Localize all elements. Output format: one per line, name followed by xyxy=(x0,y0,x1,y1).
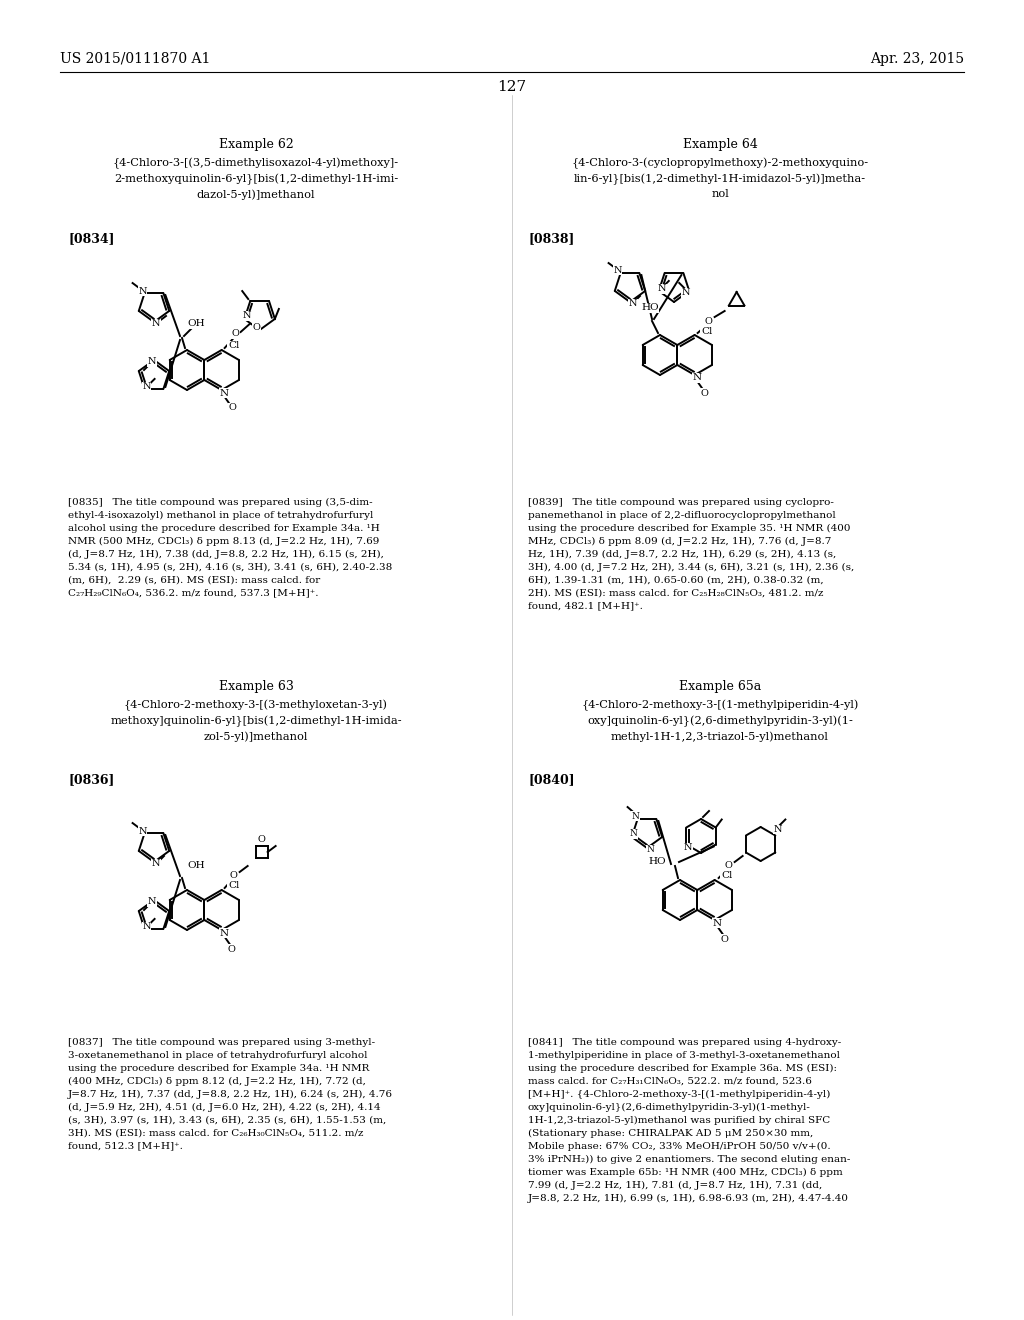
Text: N: N xyxy=(152,319,160,329)
Text: Cl: Cl xyxy=(701,326,713,335)
Text: N: N xyxy=(629,300,637,309)
Text: {4-Chloro-3-[(3,5-dimethylisoxazol-4-yl)methoxy]-
2-methoxyquinolin-6-yl}[bis(1,: {4-Chloro-3-[(3,5-dimethylisoxazol-4-yl)… xyxy=(113,158,399,199)
Text: O: O xyxy=(705,317,713,326)
Text: N: N xyxy=(684,843,692,851)
Text: N: N xyxy=(147,358,157,367)
Text: O: O xyxy=(231,330,240,338)
Text: {4-Chloro-2-methoxy-3-[(1-methylpiperidin-4-yl)
oxy]quinolin-6-yl}(2,6-dimethylp: {4-Chloro-2-methoxy-3-[(1-methylpiperidi… xyxy=(582,700,859,742)
Text: O: O xyxy=(228,404,237,412)
Text: [0837]   The title compound was prepared using 3-methyl-
3-oxetanemethanol in pl: [0837] The title compound was prepared u… xyxy=(68,1038,393,1151)
Text: [0836]: [0836] xyxy=(68,774,115,785)
Text: N: N xyxy=(630,829,638,838)
Text: [0835]   The title compound was prepared using (3,5-dim-
ethyl-4-isoxazolyl) met: [0835] The title compound was prepared u… xyxy=(68,498,392,598)
Text: O: O xyxy=(721,935,729,944)
Text: N: N xyxy=(242,312,251,321)
Text: Example 62: Example 62 xyxy=(219,139,293,150)
Text: N: N xyxy=(632,812,640,821)
Text: N: N xyxy=(712,919,721,928)
Text: [0840]: [0840] xyxy=(528,774,574,785)
Text: N: N xyxy=(613,265,622,275)
Text: N: N xyxy=(138,826,146,836)
Text: Cl: Cl xyxy=(228,342,240,351)
Text: US 2015/0111870 A1: US 2015/0111870 A1 xyxy=(60,51,210,66)
Text: N: N xyxy=(692,374,701,383)
Text: HO: HO xyxy=(648,858,666,866)
Text: Example 65a: Example 65a xyxy=(679,680,761,693)
Text: O: O xyxy=(700,388,709,397)
Text: N: N xyxy=(152,859,160,869)
Text: O: O xyxy=(253,323,260,333)
Text: N: N xyxy=(142,923,151,932)
Text: [0838]: [0838] xyxy=(528,232,574,246)
Text: {4-Chloro-3-(cyclopropylmethoxy)-2-methoxyquino-
lin-6-yl}[bis(1,2-dimethyl-1H-i: {4-Chloro-3-(cyclopropylmethoxy)-2-metho… xyxy=(571,158,868,199)
Text: Example 64: Example 64 xyxy=(683,139,758,150)
Text: N: N xyxy=(138,286,146,296)
Text: N: N xyxy=(142,383,151,392)
Text: Example 63: Example 63 xyxy=(218,680,294,693)
Text: N: N xyxy=(219,928,228,937)
Text: Cl: Cl xyxy=(721,871,732,880)
Text: O: O xyxy=(229,871,238,880)
Text: [0841]   The title compound was prepared using 4-hydroxy-
1-methylpiperidine in : [0841] The title compound was prepared u… xyxy=(528,1038,850,1203)
Text: [0839]   The title compound was prepared using cyclopro-
panemethanol in place o: [0839] The title compound was prepared u… xyxy=(528,498,854,611)
Text: N: N xyxy=(773,825,781,834)
Text: N: N xyxy=(219,388,228,397)
Text: O: O xyxy=(258,836,265,845)
Text: OH: OH xyxy=(187,319,205,329)
Text: N: N xyxy=(147,898,157,907)
Text: N: N xyxy=(646,846,654,854)
Text: N: N xyxy=(657,284,666,293)
Text: O: O xyxy=(227,945,236,953)
Text: O: O xyxy=(725,862,732,870)
Text: {4-Chloro-2-methoxy-3-[(3-methyloxetan-3-yl)
methoxy]quinolin-6-yl}[bis(1,2-dime: {4-Chloro-2-methoxy-3-[(3-methyloxetan-3… xyxy=(111,700,401,742)
Text: Apr. 23, 2015: Apr. 23, 2015 xyxy=(869,51,964,66)
Text: 127: 127 xyxy=(498,81,526,94)
Text: HO: HO xyxy=(641,304,658,313)
Text: [0834]: [0834] xyxy=(68,232,115,246)
Text: N: N xyxy=(682,289,690,297)
Text: OH: OH xyxy=(187,862,205,870)
Text: Cl: Cl xyxy=(228,882,240,891)
